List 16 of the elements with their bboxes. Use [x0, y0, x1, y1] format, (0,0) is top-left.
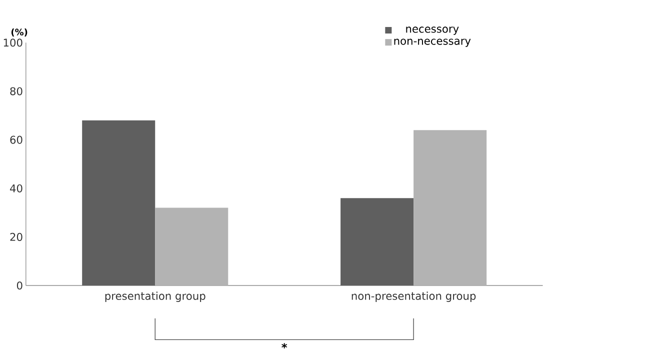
bar — [340, 198, 414, 286]
legend-label: non-necessary — [394, 38, 471, 47]
y-tick-label: 40 — [10, 184, 22, 192]
x-tick-label: presentation group — [105, 292, 206, 302]
y-tick-label: 80 — [10, 87, 22, 96]
y-tick-label: 60 — [10, 136, 22, 144]
x-tick-label: non-presentation group — [352, 292, 476, 302]
text: * — [282, 343, 288, 348]
bar — [414, 130, 487, 286]
bar — [82, 120, 156, 286]
y-tick-label: 0 — [16, 282, 22, 290]
y-tick-label: 20 — [10, 232, 22, 242]
bar — [155, 208, 228, 286]
legend-label: necessory — [406, 26, 459, 35]
y-tick-label: 100 — [4, 38, 22, 47]
y-axis-title: (%) — [11, 28, 28, 37]
